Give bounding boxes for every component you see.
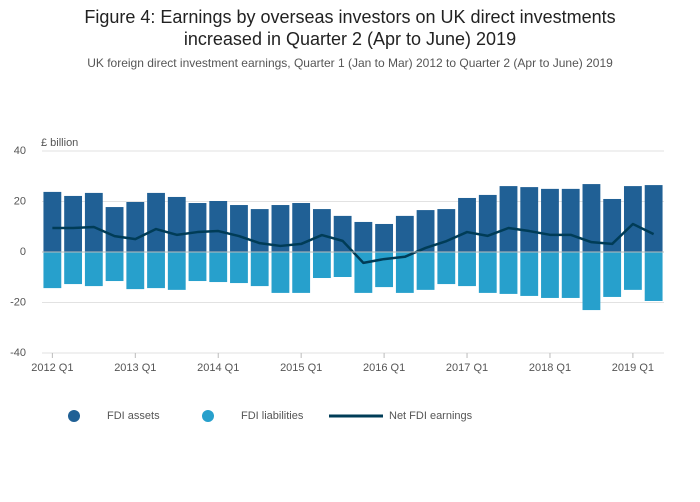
bar: [64, 195, 83, 252]
bar: [209, 252, 228, 283]
y-tick-label: 40: [14, 145, 26, 157]
bar: [188, 252, 207, 282]
titles: Figure 4: Earnings by overseas investors…: [0, 6, 700, 70]
bar: [437, 209, 456, 252]
bar: [250, 209, 269, 252]
bar: [292, 252, 311, 293]
x-tick-label: 2013 Q1: [114, 362, 156, 374]
bar: [292, 203, 311, 252]
bar: [43, 191, 62, 252]
y-tick-label: -20: [10, 296, 26, 308]
bar: [209, 200, 228, 252]
chart-title: Figure 4: Earnings by overseas investors…: [84, 7, 616, 49]
bar: [126, 202, 145, 252]
bar: [520, 252, 539, 296]
bar: [478, 252, 497, 293]
x-tick-label: 2019 Q1: [612, 362, 654, 374]
bar: [541, 188, 559, 252]
bar: [271, 205, 290, 252]
bar: [167, 252, 186, 290]
bar: [230, 252, 248, 284]
bar: [126, 252, 145, 290]
legend-swatch: [202, 410, 214, 422]
bar: [478, 194, 497, 252]
bar: [105, 207, 124, 252]
bar: [105, 252, 124, 282]
x-tick-label: 2014 Q1: [197, 362, 239, 374]
y-tick-label: -40: [10, 347, 26, 359]
bar: [147, 192, 165, 252]
bar: [499, 252, 518, 294]
bar: [644, 185, 663, 252]
x-tick-label: 2015 Q1: [280, 362, 322, 374]
bar: [561, 188, 580, 252]
legend-swatch: [68, 410, 80, 422]
bar: [167, 196, 186, 252]
bar: [188, 203, 207, 252]
bar: [644, 252, 663, 301]
bar: [333, 252, 352, 277]
bar: [271, 252, 290, 293]
bar: [416, 210, 435, 252]
bar: [582, 184, 601, 252]
bar: [603, 252, 622, 297]
bar: [354, 221, 373, 252]
bar: [437, 252, 456, 285]
y-tick-label: 20: [14, 195, 26, 207]
bar: [312, 209, 331, 252]
bar: [84, 192, 103, 252]
bar: [230, 205, 248, 252]
y-axis-label: £ billion: [41, 137, 78, 149]
bar: [499, 186, 518, 252]
y-tick-label: 0: [20, 246, 26, 258]
bar: [43, 252, 62, 289]
bar: [250, 252, 269, 287]
x-tick-label: 2018 Q1: [529, 362, 571, 374]
bar: [395, 215, 414, 252]
bar: [375, 223, 394, 252]
x-tick-label: 2012 Q1: [31, 362, 73, 374]
bar: [84, 252, 103, 287]
bar: [64, 252, 83, 285]
chart-subtitle: UK foreign direct investment earnings, Q…: [87, 56, 613, 70]
bar: [561, 252, 580, 298]
bar: [623, 186, 642, 252]
bar: [395, 252, 414, 293]
bar: [623, 252, 642, 290]
bar: [458, 252, 476, 287]
bar: [520, 187, 539, 252]
bar: [582, 252, 601, 311]
x-tick-label: 2016 Q1: [363, 362, 405, 374]
bar: [147, 252, 165, 289]
bar: [541, 252, 559, 298]
legend-label: Net FDI earnings: [389, 410, 473, 422]
bar: [354, 252, 373, 293]
x-tick-label: 2017 Q1: [446, 362, 488, 374]
bar: [416, 252, 435, 290]
bar: [312, 252, 331, 279]
legend-label: FDI assets: [107, 410, 160, 422]
bar: [333, 215, 352, 252]
bar: [458, 197, 476, 252]
legend-label: FDI liabilities: [241, 410, 304, 422]
